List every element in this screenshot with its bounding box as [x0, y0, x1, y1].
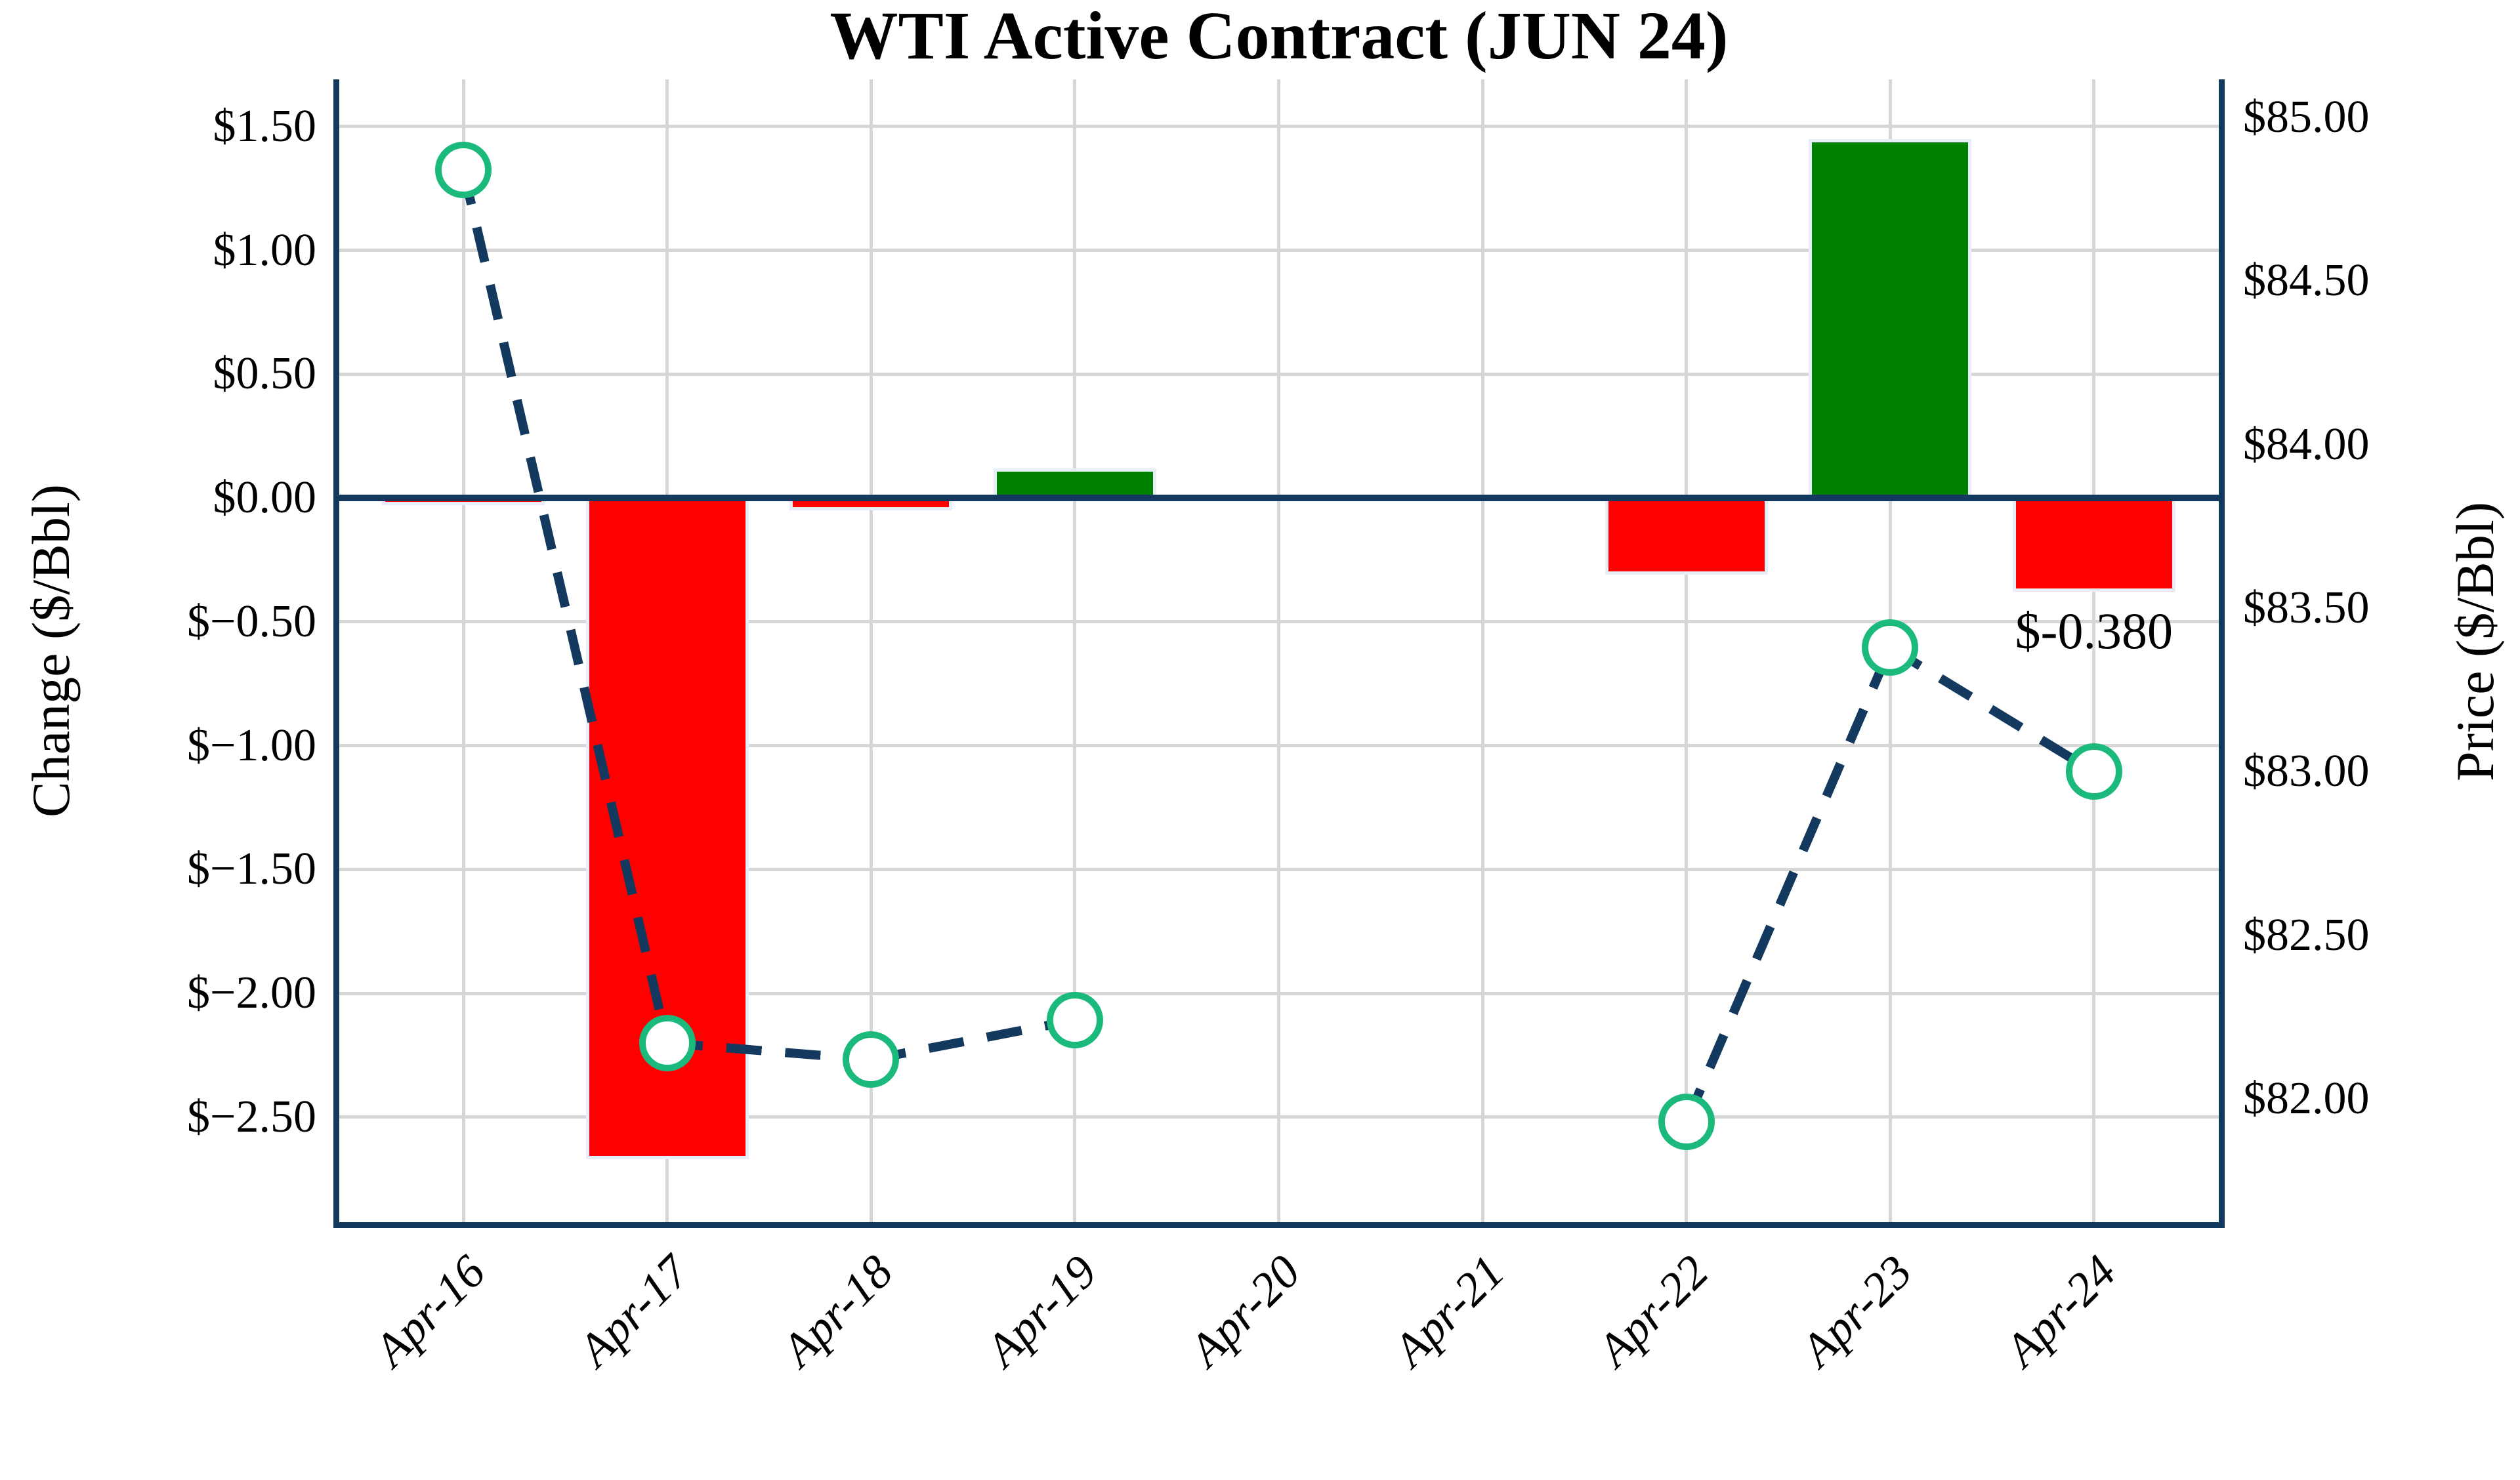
change-bar-apr-19: [993, 468, 1156, 498]
vertical-gridline-apr-18: [869, 79, 873, 1222]
horizontal-gridline--2.5: [339, 1115, 2219, 1119]
left-axis-tick-label: $−2.50: [187, 1091, 316, 1142]
x-axis-tick-label-apr-21: Apr-21: [1383, 1245, 1515, 1376]
price-marker-apr-19: [1046, 992, 1103, 1049]
x-axis-tick-label-apr-20: Apr-20: [1179, 1245, 1311, 1376]
price-line-segment-7: [1887, 643, 2097, 776]
left-axis-spine: [333, 79, 339, 1228]
right-axis-tick-label: $85.00: [2243, 92, 2370, 142]
vertical-gridline-apr-19: [1073, 79, 1077, 1222]
horizontal-gridline-1: [339, 249, 2219, 252]
horizontal-gridline-1.5: [339, 125, 2219, 129]
vertical-gridline-apr-22: [1685, 79, 1689, 1222]
price-line-segment-6: [1682, 646, 1895, 1124]
vertical-gridline-apr-20: [1276, 79, 1280, 1222]
x-axis-tick-label-apr-17: Apr-17: [568, 1245, 700, 1376]
price-marker-apr-18: [843, 1031, 900, 1088]
vertical-gridline-apr-24: [2092, 79, 2096, 1222]
x-axis-tick-label-apr-19: Apr-19: [975, 1245, 1107, 1376]
x-axis-tick-label-apr-22: Apr-22: [1587, 1245, 1719, 1376]
price-marker-apr-16: [435, 141, 492, 198]
price-marker-apr-24: [2065, 743, 2122, 800]
horizontal-gridline--0.5: [339, 620, 2219, 624]
right-axis-tick-label: $84.00: [2243, 419, 2370, 470]
left-axis-tick-label: $0.00: [213, 472, 317, 523]
right-axis-tick-label: $83.00: [2243, 746, 2370, 797]
right-axis-tick-label: $84.50: [2243, 255, 2370, 306]
right-axis-tick-label: $82.00: [2243, 1073, 2370, 1124]
chart-title: WTI Active Contract (JUN 24): [830, 0, 1729, 73]
vertical-gridline-apr-21: [1480, 79, 1484, 1222]
change-bar-apr-23: [1809, 138, 1972, 498]
horizontal-gridline-0.5: [339, 372, 2219, 376]
x-axis-tick-label-apr-16: Apr-16: [364, 1245, 495, 1376]
price-line-segment-2: [870, 1016, 1076, 1065]
right-axis-tick-label: $83.50: [2243, 583, 2370, 634]
price-marker-apr-23: [1862, 619, 1919, 676]
change-bar-apr-24: [2012, 498, 2175, 592]
left-axis-tick-label: $1.00: [213, 224, 317, 276]
left-axis-tick-label: $0.50: [213, 348, 317, 400]
left-axis-tick-label: $−0.50: [187, 596, 316, 647]
right-axis-spine: [2219, 79, 2225, 1228]
zero-line: [339, 495, 2219, 501]
x-axis-tick-label-apr-18: Apr-18: [771, 1245, 903, 1376]
horizontal-gridline--1: [339, 744, 2219, 747]
change-bar-apr-22: [1605, 498, 1768, 575]
horizontal-gridline--2: [339, 991, 2219, 995]
horizontal-gridline--1.5: [339, 867, 2219, 871]
right-axis-tick-label: $82.50: [2243, 909, 2370, 960]
x-axis-tick-label-apr-23: Apr-23: [1790, 1245, 1922, 1376]
left-axis-tick-label: $1.50: [213, 100, 317, 152]
x-axis-tick-label-apr-24: Apr-24: [1994, 1245, 2126, 1376]
price-marker-apr-17: [639, 1015, 696, 1072]
vertical-gridline-apr-16: [461, 79, 465, 1222]
last-change-annotation: $-0.380: [2015, 602, 2174, 659]
price-marker-apr-22: [1658, 1094, 1715, 1150]
left-axis-tick-label: $−1.50: [187, 844, 316, 895]
left-axis-tick-label: $−2.00: [187, 968, 316, 1018]
left-axis-tick-label: $−1.00: [187, 720, 316, 771]
bottom-axis-spine: [333, 1222, 2225, 1228]
